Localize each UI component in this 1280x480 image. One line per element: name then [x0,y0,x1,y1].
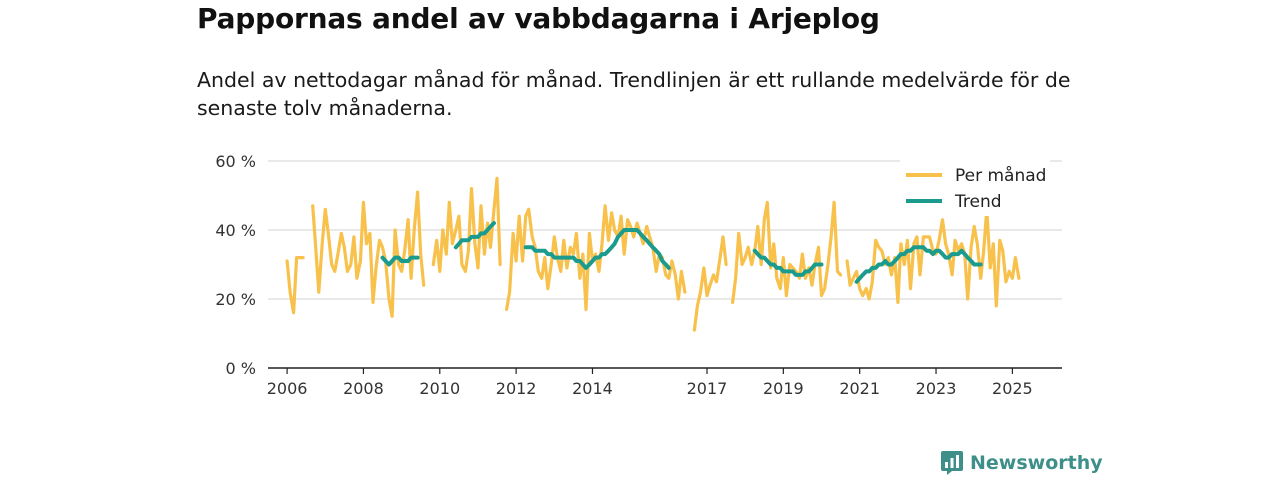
trend-line-segment [854,245,983,284]
legend-background [900,160,1050,216]
y-tick-label: 20 % [215,290,256,309]
x-tick-label: 2008 [343,379,384,398]
trend-line-segment [752,248,824,277]
per-manad-line-segment [431,176,502,273]
x-tick-label: 2012 [496,379,537,398]
x-tick-label: 2006 [267,379,308,398]
x-tick-label: 2017 [687,379,728,398]
trend-line-segment [523,228,671,270]
chart-title: Pappornas andel av vabbdagarna i Arjeplo… [197,2,880,35]
per-manad-line-segment [731,200,843,304]
y-tick-label: 60 % [215,152,256,171]
per-manad-line-segment [692,235,728,332]
x-tick-label: 2019 [763,379,804,398]
trend-line-segment [453,221,496,250]
x-tick-label: 2010 [419,379,460,398]
x-tick-label: 2023 [916,379,957,398]
trend-line-segment [380,255,420,267]
chart-subtitle: Andel av nettodagar månad för månad. Tre… [197,68,1071,120]
per-manad-line-segment [845,207,1021,308]
y-tick-label: 0 % [226,359,256,378]
data-series [285,176,1021,332]
x-tick-label: 2021 [839,379,880,398]
y-axis-tick-labels: 0 % 20 % 40 % 60 % [215,152,256,378]
legend-label-trend: Trend [954,192,1002,212]
line-chart: 0 % 20 % 40 % 60 % 2006 2008 2010 2012 2014 2017… [215,152,1062,398]
newsworthy-logo: Newsworthy [940,450,1103,476]
per-manad-line-segment [285,256,305,315]
newsworthy-chart-icon [941,451,963,475]
x-tick-label: 2014 [572,379,613,398]
legend-label-per-manad: Per månad [955,165,1046,186]
per-manad-line-segment [311,190,426,318]
legend: Per månad Trend [900,160,1050,216]
y-tick-label: 40 % [215,221,256,240]
x-tick-label: 2025 [992,379,1033,398]
x-axis-ticks: 2006 2008 2010 2012 2014 2017 2019 2021 2023 2025 [267,368,1033,398]
per-manad-line-segment [505,204,687,311]
brand-name: Newsworthy [970,452,1103,474]
